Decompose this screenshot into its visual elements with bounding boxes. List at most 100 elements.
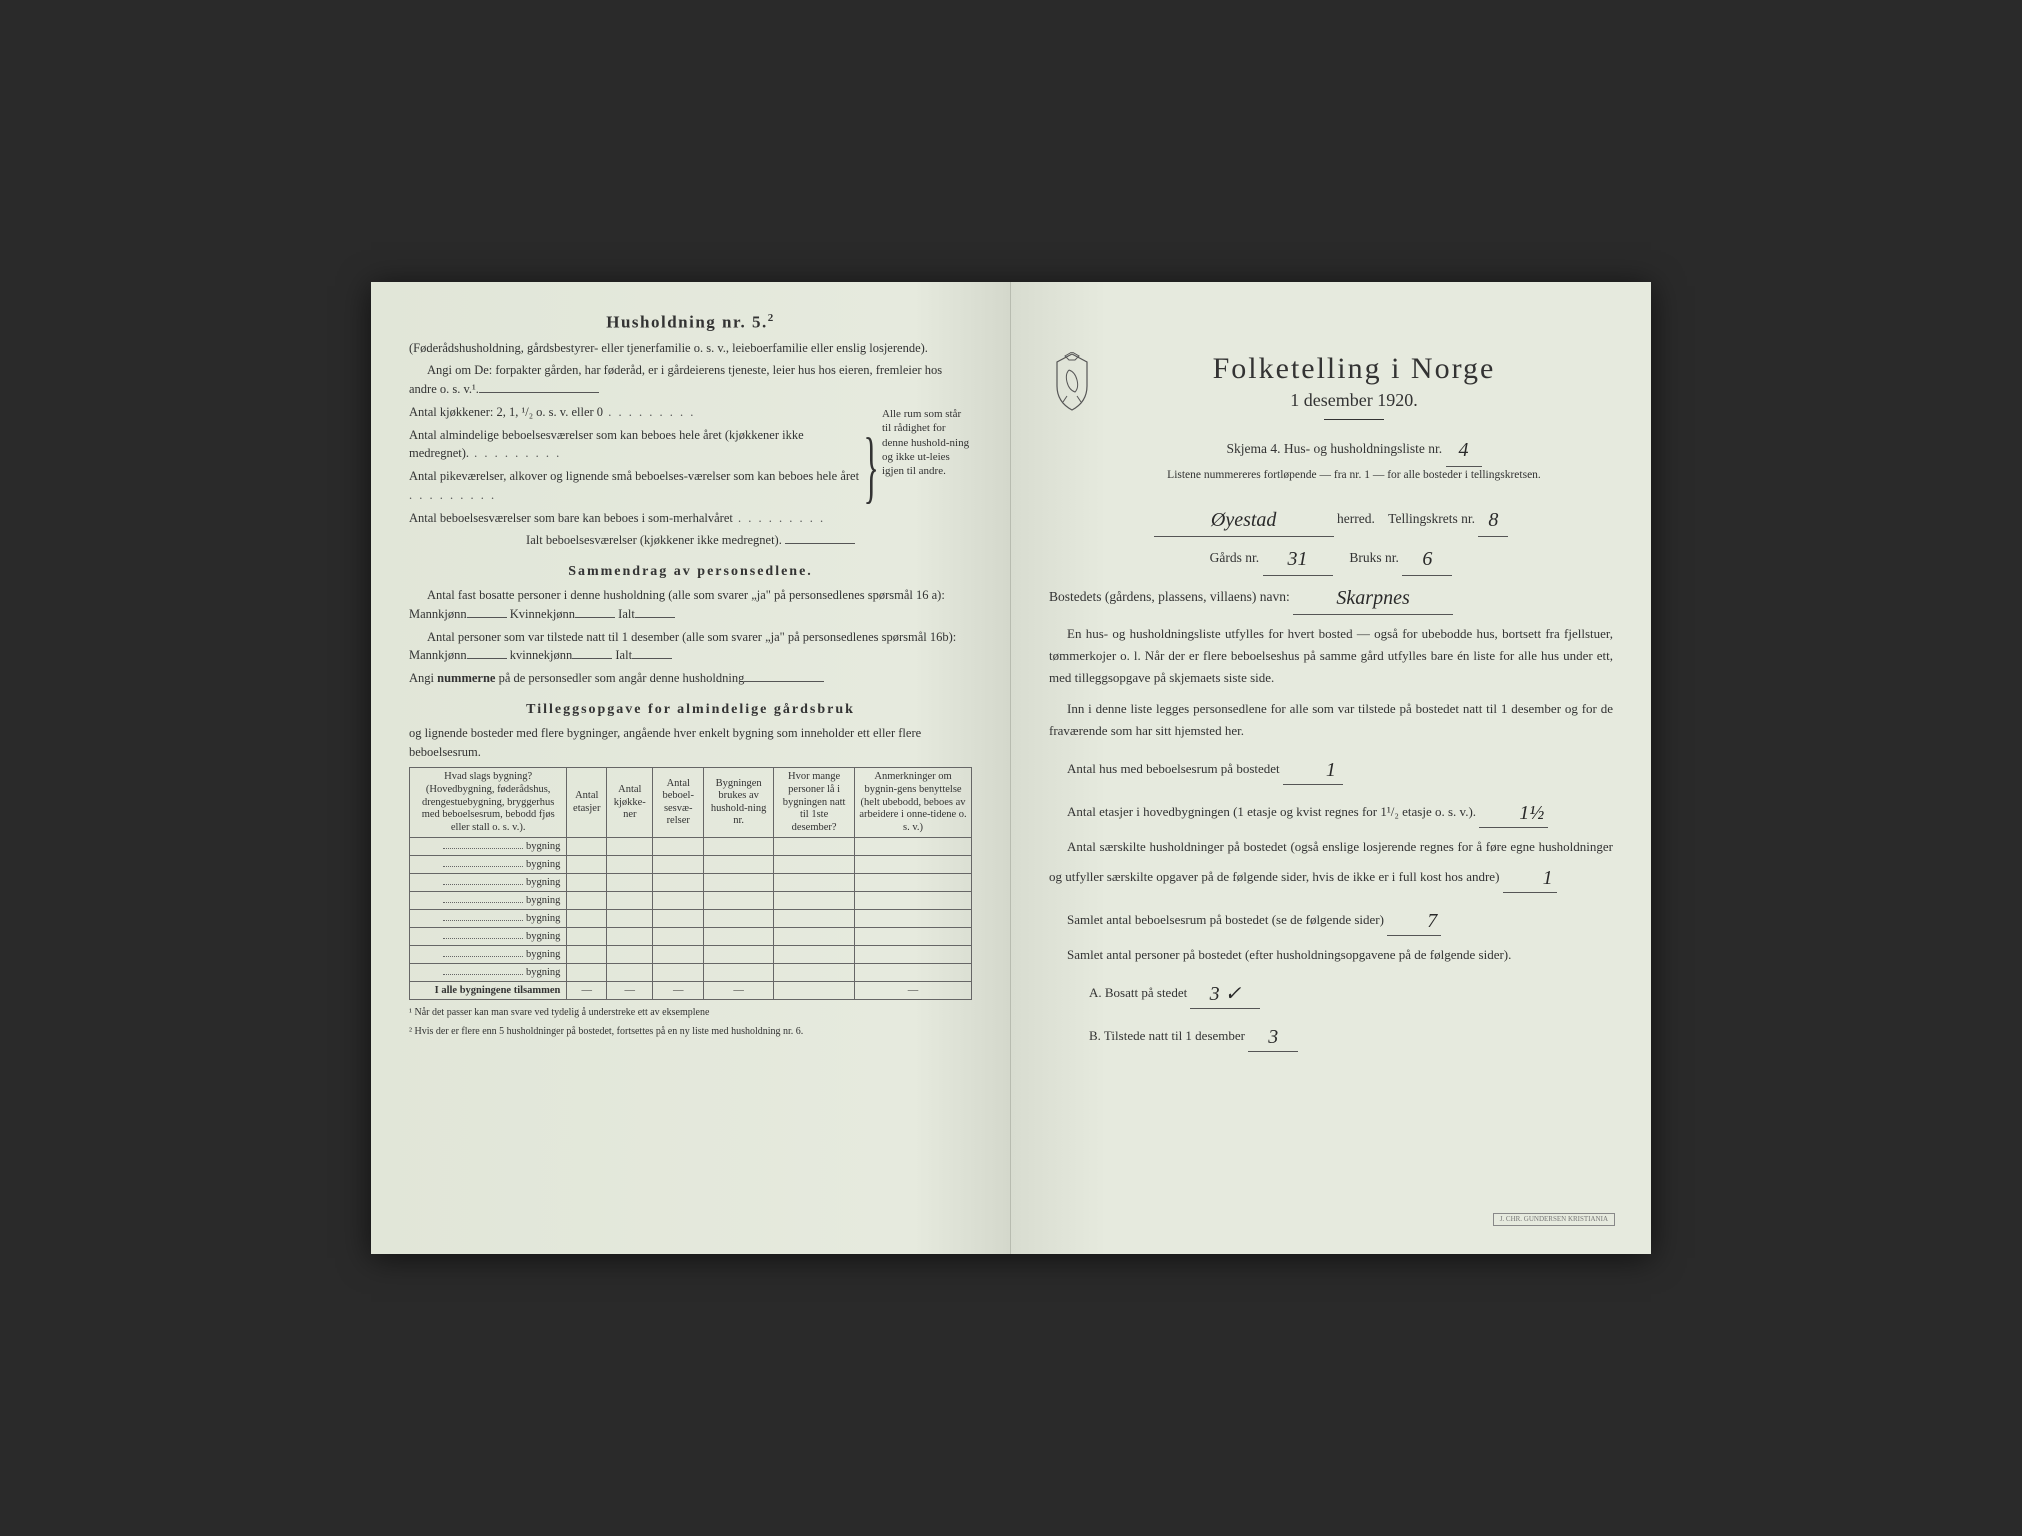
ialt-line: Ialt beboelsesværelser (kjøkkener ikke m…: [409, 531, 972, 550]
kitchens-line: Antal kjøkkener: 2, 1, ¹/₂ o. s. v. elle…: [409, 403, 860, 422]
table-dash: —: [704, 982, 774, 1000]
table-dash: —: [607, 982, 653, 1000]
table-footer-label: I alle bygningene tilsammen: [410, 982, 567, 1000]
table-cell: [855, 874, 972, 892]
table-row: bygning: [410, 928, 972, 946]
table-cell: [774, 946, 855, 964]
row-label: bygning: [410, 928, 567, 946]
table-cell: [567, 946, 607, 964]
buildings-table: Hvad slags bygning? (Hovedbygning, føder…: [409, 767, 972, 1000]
s2-line-2: Antal personer som var tilstede natt til…: [409, 628, 972, 666]
table-cell: [653, 838, 704, 856]
row-label: bygning: [410, 874, 567, 892]
table-dash: —: [567, 982, 607, 1000]
gards-line: Gårds nr. 31 Bruks nr. 6: [1049, 537, 1613, 576]
table-cell: [704, 910, 774, 928]
table-row: bygning: [410, 964, 972, 982]
herred-line: Øyestad herred. Tellingskrets nr. 8: [1049, 498, 1613, 537]
table-cell: [607, 892, 653, 910]
table-cell: [855, 910, 972, 928]
table-cell: [653, 946, 704, 964]
table-cell: [567, 964, 607, 982]
table-col-6: Anmerkninger om bygnin-gens benyttelse (…: [855, 768, 972, 838]
table-cell: [567, 874, 607, 892]
document-spread: Husholdning nr. 5.2 (Føderådshusholdning…: [371, 282, 1651, 1254]
table-cell: [567, 892, 607, 910]
row-label: bygning: [410, 910, 567, 928]
table-cell: [774, 964, 855, 982]
row-label: bygning: [410, 892, 567, 910]
s3-sub: og lignende bosteder med flere bygninger…: [409, 724, 972, 762]
table-cell: [607, 964, 653, 982]
skjema-line: Skjema 4. Hus- og husholdningsliste nr. …: [1095, 428, 1613, 467]
q4-value: 7: [1409, 904, 1437, 938]
q4-line: Samlet antal beboelsesrum på bostedet (s…: [1049, 901, 1613, 936]
left-title: Husholdning nr. 5.2: [409, 312, 972, 333]
qB-line: B. Tilstede natt til 1 desember 3: [1049, 1017, 1613, 1052]
table-cell: [567, 928, 607, 946]
qA-value: 3 ✓: [1210, 977, 1242, 1011]
table-cell: [855, 838, 972, 856]
table-cell: [653, 856, 704, 874]
table-cell: [855, 856, 972, 874]
table-row: bygning: [410, 910, 972, 928]
q2-line: Antal etasjer i hovedbygningen (1 etasje…: [1049, 793, 1613, 828]
q2-value: 1½: [1501, 796, 1544, 830]
brace-icon: }: [863, 431, 878, 503]
table-cell: [704, 928, 774, 946]
table-cell: [774, 928, 855, 946]
table-cell: [607, 946, 653, 964]
page-right: Folketelling i Norge 1 desember 1920. Sk…: [1011, 282, 1651, 1254]
table-cell: [855, 928, 972, 946]
para-1: En hus- og husholdningsliste utfylles fo…: [1049, 623, 1613, 689]
table-cell: [607, 910, 653, 928]
table-cell: [607, 838, 653, 856]
intro-2: Angi om De: forpakter gården, har føderå…: [409, 361, 972, 399]
table-cell: [855, 892, 972, 910]
intro-1: (Føderådshusholdning, gårdsbestyrer- ell…: [409, 339, 972, 358]
table-col-4: Bygningen brukes av hushold-ning nr.: [704, 768, 774, 838]
brace-caption: Alle rum som står til rådighet for denne…: [882, 403, 972, 532]
table-cell: [607, 874, 653, 892]
table-cell: [855, 964, 972, 982]
q3-value: 1: [1525, 861, 1553, 895]
printer-stamp: J. CHR. GUNDERSEN KRISTIANIA: [1493, 1213, 1615, 1226]
table-cell: [704, 874, 774, 892]
divider: [1324, 419, 1384, 420]
table-cell: [653, 892, 704, 910]
q1-value: 1: [1308, 753, 1336, 787]
footnote-1: ¹ Når det passer kan man svare ved tydel…: [409, 1006, 972, 1019]
footnote-2: ² Hvis der er flere enn 5 husholdninger …: [409, 1025, 972, 1038]
table-col-5: Hvor mange personer lå i bygningen natt …: [774, 768, 855, 838]
table-cell: [704, 946, 774, 964]
row-label: bygning: [410, 838, 567, 856]
table-row: bygning: [410, 874, 972, 892]
q5-line: Samlet antal personer på bostedet (efter…: [1049, 944, 1613, 966]
gards-value: 31: [1288, 540, 1308, 578]
krets-value: 8: [1488, 501, 1498, 539]
table-cell: [704, 856, 774, 874]
table-dash: —: [653, 982, 704, 1000]
listene-note: Listene nummereres fortløpende — fra nr.…: [1095, 467, 1613, 484]
table-cell: [567, 856, 607, 874]
table-col-3: Antal beboel-sesvæ-relser: [653, 768, 704, 838]
right-header: Folketelling i Norge 1 desember 1920. Sk…: [1049, 352, 1613, 488]
table-col-2: Antal kjøkke-ner: [607, 768, 653, 838]
bosted-value: Skarpnes: [1336, 579, 1409, 617]
rooms-2: Antal pikeværelser, alkover og lignende …: [409, 467, 860, 505]
table-cell: [704, 964, 774, 982]
rooms-block: Antal kjøkkener: 2, 1, ¹/₂ o. s. v. elle…: [409, 403, 972, 532]
table-row: bygning: [410, 946, 972, 964]
bruks-value: 6: [1422, 540, 1432, 578]
row-label: bygning: [410, 946, 567, 964]
rooms-3: Antal beboelsesværelser som bare kan beb…: [409, 509, 860, 528]
table-cell: [567, 838, 607, 856]
table-cell: [653, 874, 704, 892]
herred-value: Øyestad: [1211, 501, 1277, 539]
liste-nr-value: 4: [1459, 431, 1469, 469]
bosted-line: Bostedets (gårdens, plassens, villaens) …: [1049, 576, 1613, 615]
table-cell: [567, 910, 607, 928]
table-cell: [704, 838, 774, 856]
table-cell: [855, 946, 972, 964]
table-cell: [774, 874, 855, 892]
